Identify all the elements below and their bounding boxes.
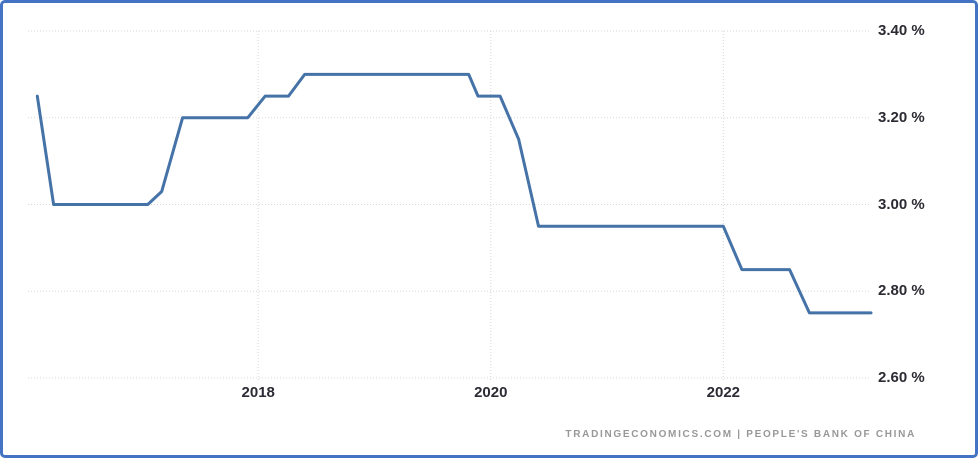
x-axis-tick-label: 2020	[474, 384, 508, 401]
source-attribution: TRADINGECONOMICS.COM | PEOPLE'S BANK OF …	[565, 429, 916, 440]
y-axis-tick-label: 3.40 %	[878, 22, 925, 39]
x-axis-tick-label: 2022	[706, 384, 741, 401]
y-axis-tick-label: 2.80 %	[878, 282, 925, 300]
y-axis-tick-label: 3.20 %	[878, 108, 925, 126]
y-axis-tick-label: 2.60 %	[878, 369, 925, 386]
rate-line-series	[35, 72, 873, 315]
x-axis-tick-label: 2018	[241, 384, 275, 401]
y-axis-tick-label: 3.00 %	[878, 195, 925, 213]
